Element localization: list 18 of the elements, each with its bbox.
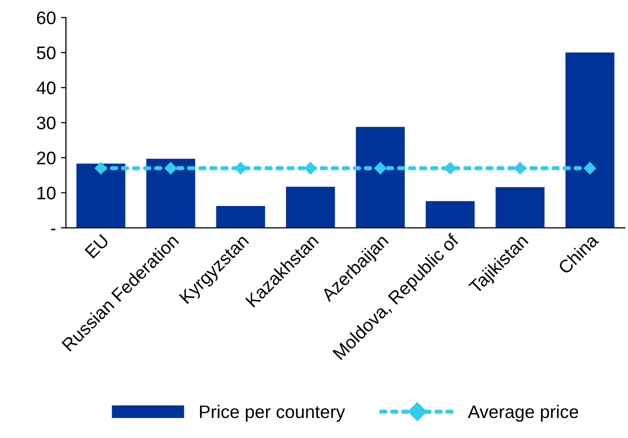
bar xyxy=(216,206,266,228)
y-tick-label: 60 xyxy=(37,11,56,24)
x-tick-label: EU xyxy=(84,234,110,259)
y-tick-label: 30 xyxy=(36,116,56,130)
bar xyxy=(426,201,475,228)
y-tick-label: - xyxy=(51,228,56,230)
y-tick-label: 10 xyxy=(38,186,56,200)
bar xyxy=(565,52,614,228)
bar xyxy=(76,164,126,228)
bar xyxy=(496,187,545,228)
y-tick-label: 40 xyxy=(36,82,56,94)
y-tick-label: 50 xyxy=(36,46,56,60)
legend-label: Price per countery xyxy=(200,404,346,422)
bar xyxy=(286,186,335,228)
legend-label: Average price xyxy=(468,404,578,422)
bar xyxy=(356,126,405,228)
bar xyxy=(146,158,196,228)
y-tick-label: 20 xyxy=(37,152,56,164)
